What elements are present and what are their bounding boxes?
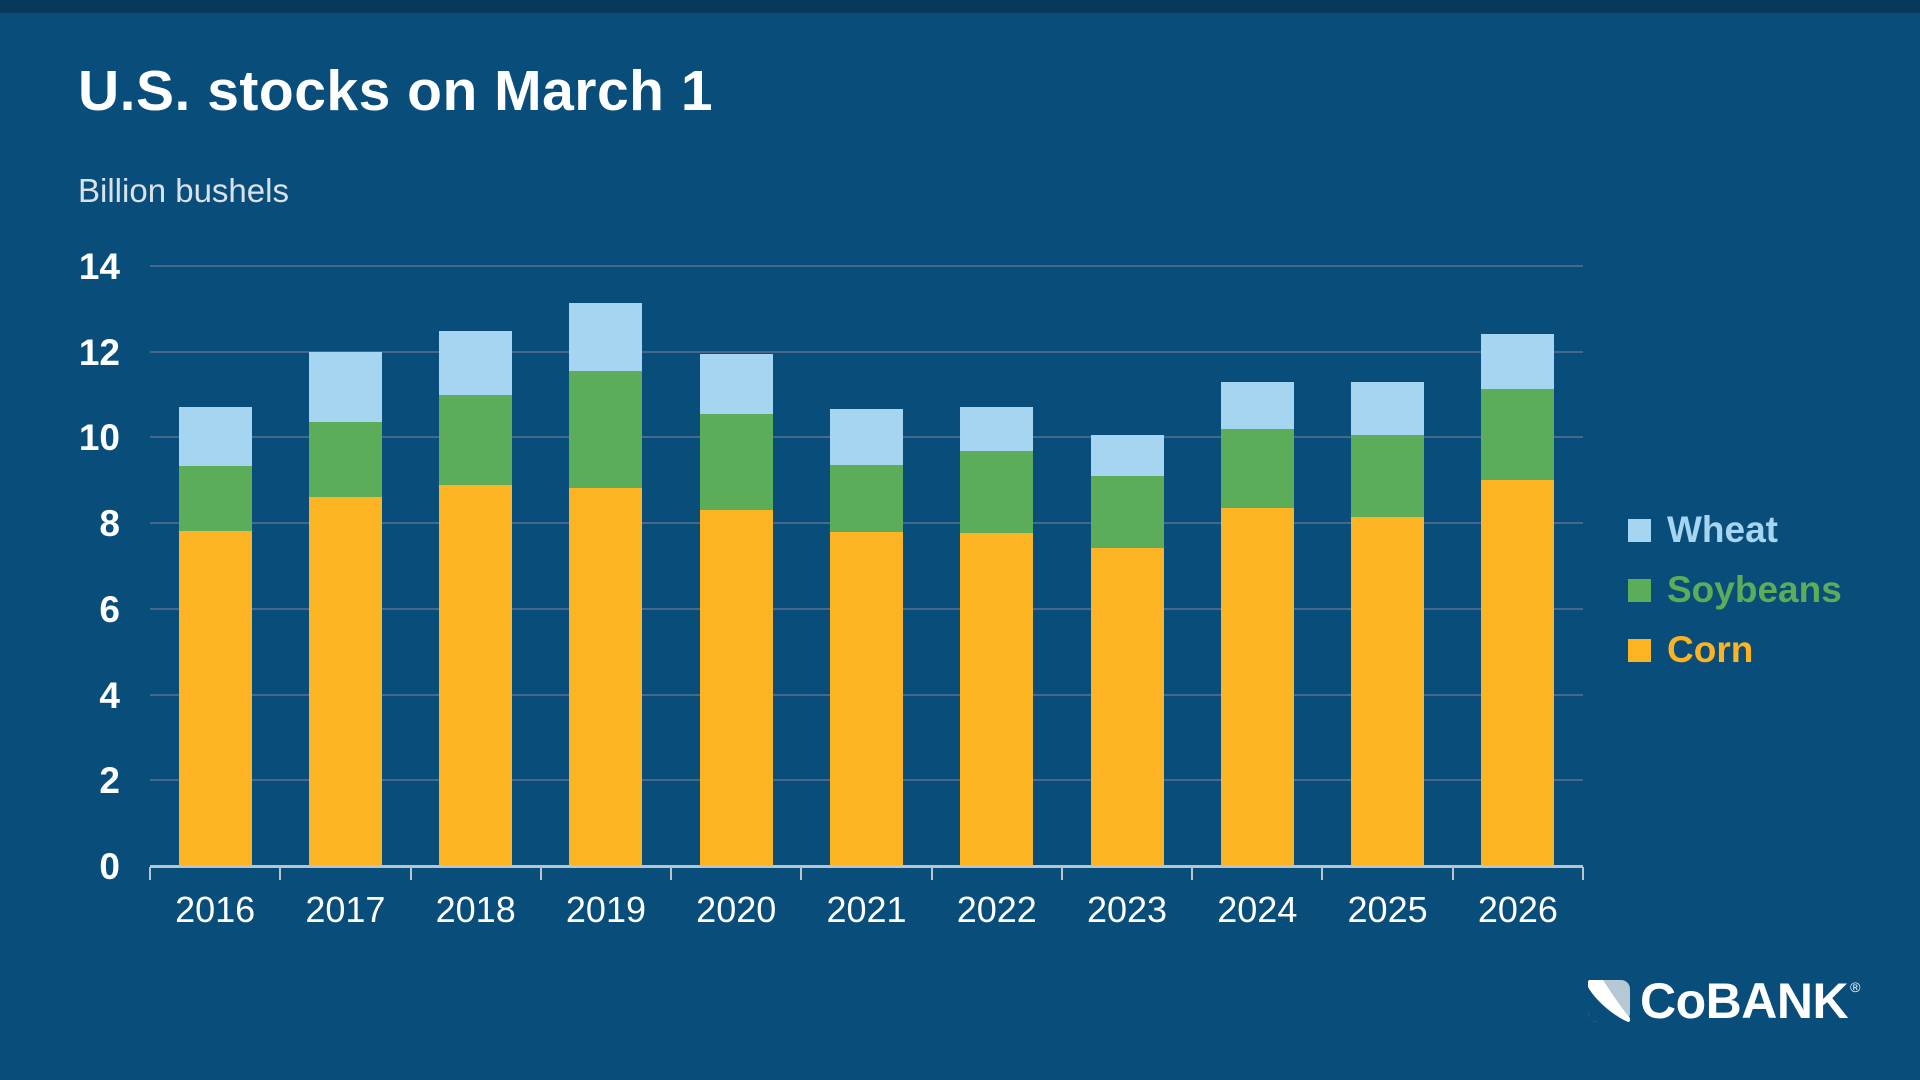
legend: Wheat Soybeans Corn — [1628, 508, 1842, 688]
bar-2025-soybeans-segment — [1351, 434, 1425, 517]
y-axis-label-0: 0 — [99, 846, 120, 887]
x-axis-line — [150, 865, 1583, 868]
legend-swatch-corn — [1628, 638, 1651, 662]
x-axis-label-2025: 2025 — [1347, 889, 1428, 930]
legend-swatch-wheat — [1628, 518, 1651, 542]
legend-item-soybeans: Soybeans — [1628, 568, 1842, 612]
chart-subtitle-unit-label: Billion bushels — [78, 172, 289, 209]
x-axis-tick-8 — [1191, 867, 1194, 880]
gridline-14 — [150, 265, 1583, 267]
y-axis-label-8: 8 — [99, 503, 120, 545]
gridline-12 — [150, 350, 1583, 353]
y-axis-label-4: 4 — [99, 674, 120, 716]
legend-item-wheat: Wheat — [1628, 508, 1842, 552]
bar-2025-wheat-segment — [1351, 381, 1425, 435]
bar-2018-corn-segment — [439, 485, 513, 866]
bar-2023-corn-segment — [1090, 548, 1164, 866]
legend-label-corn: Corn — [1667, 629, 1754, 670]
x-axis-label-2024: 2024 — [1217, 889, 1298, 930]
bar-2017-soybeans-segment — [308, 422, 382, 497]
legend-label-wheat: Wheat — [1667, 509, 1778, 550]
bar-2021-corn-segment — [830, 531, 903, 866]
bar-2019-soybeans-segment — [569, 371, 643, 488]
bar-2026-wheat-segment — [1481, 333, 1555, 390]
y-axis-label-12: 12 — [78, 331, 120, 373]
bar-2022-soybeans-segment — [960, 450, 1034, 534]
bar-2020-soybeans-segment — [699, 414, 773, 510]
x-axis-tick-7 — [1060, 867, 1063, 880]
legend-label-soybeans: Soybeans — [1667, 569, 1842, 610]
x-axis-label-2018: 2018 — [435, 889, 516, 930]
x-axis-label-2016: 2016 — [175, 889, 256, 930]
y-axis-label-14: 14 — [78, 246, 120, 287]
bar-2016-soybeans-segment — [178, 465, 252, 532]
bar-2017-corn-segment — [308, 496, 382, 866]
cobank-logo: CoBANK ® — [1588, 976, 1860, 1026]
x-axis-tick-11 — [1582, 867, 1584, 880]
top-border-strip — [0, 0, 1920, 13]
bar-2020-wheat-segment — [699, 353, 773, 415]
y-axis-label-6: 6 — [99, 588, 120, 630]
bar-2016-wheat-segment — [178, 407, 252, 466]
bar-2024-soybeans-segment — [1220, 428, 1294, 509]
y-axis-label-2: 2 — [99, 760, 120, 802]
bar-2021-wheat-segment — [830, 408, 903, 466]
x-axis-tick-9 — [1321, 867, 1324, 880]
legend-item-corn: Corn — [1628, 628, 1842, 672]
bar-2023-soybeans-segment — [1090, 475, 1164, 548]
bar-2023-wheat-segment — [1090, 435, 1164, 476]
x-axis-tick-0 — [149, 867, 151, 880]
bar-2020-corn-segment — [699, 509, 773, 866]
bar-2022-corn-segment — [960, 533, 1034, 866]
x-axis-tick-3 — [539, 867, 542, 880]
bar-2019-wheat-segment — [569, 303, 643, 371]
bar-2018-soybeans-segment — [439, 394, 513, 485]
bar-2026-soybeans-segment — [1481, 389, 1555, 481]
bar-2024-corn-segment — [1220, 508, 1294, 866]
bar-2018-wheat-segment — [439, 330, 513, 395]
bar-2026-corn-segment — [1481, 480, 1555, 866]
registered-trademark-symbol: ® — [1850, 979, 1860, 995]
bar-2021-soybeans-segment — [830, 465, 903, 532]
x-axis-tick-1 — [279, 867, 282, 880]
x-axis-label-2022: 2022 — [956, 889, 1037, 930]
legend-swatch-soybeans — [1628, 578, 1651, 602]
x-axis-label-2021: 2021 — [826, 889, 907, 930]
x-axis-tick-5 — [800, 867, 803, 880]
cobank-shield-icon — [1588, 980, 1630, 1022]
x-axis-tick-10 — [1451, 867, 1454, 880]
x-axis-label-2026: 2026 — [1477, 889, 1558, 930]
x-axis-label-2019: 2019 — [565, 889, 646, 930]
chart-title: U.S. stocks on March 1 — [78, 59, 714, 123]
cobank-logo-text: CoBANK ® — [1640, 976, 1860, 1026]
x-axis-label-2020: 2020 — [696, 889, 777, 930]
x-axis-tick-6 — [930, 867, 933, 880]
bar-2016-corn-segment — [178, 531, 252, 866]
x-axis-tick-2 — [409, 867, 412, 880]
bar-2017-wheat-segment — [308, 351, 382, 423]
x-axis-label-2017: 2017 — [305, 889, 386, 930]
bar-2025-corn-segment — [1351, 516, 1425, 866]
y-axis-label-10: 10 — [78, 417, 120, 459]
bar-2019-corn-segment — [569, 488, 643, 866]
bar-2022-wheat-segment — [960, 407, 1034, 451]
bar-2024-wheat-segment — [1220, 382, 1294, 429]
x-axis-label-2023: 2023 — [1086, 889, 1168, 930]
x-axis-tick-4 — [670, 867, 673, 880]
cobank-wordmark: CoBANK — [1640, 973, 1849, 1029]
